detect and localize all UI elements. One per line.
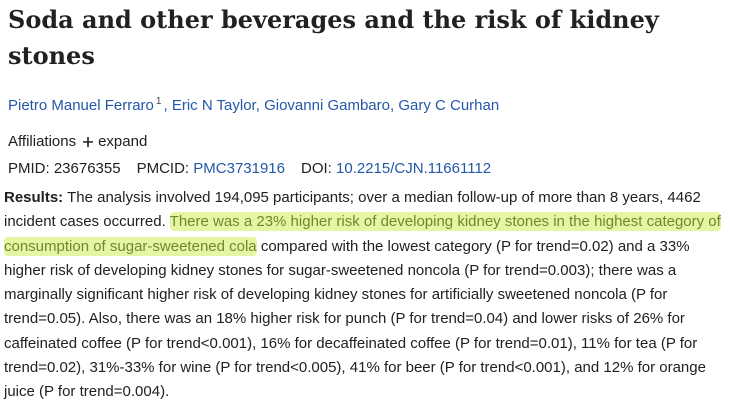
affiliations-label: Affiliations — [8, 133, 77, 150]
results-text: compared with the lowest category (P for… — [4, 237, 706, 401]
expand-label[interactable]: expand — [98, 133, 148, 150]
identifier-value: 23676355 — [53, 160, 121, 177]
author-name[interactable]: Pietro Manuel Ferraro — [8, 97, 154, 114]
author-name[interactable]: Gary C Curhan — [398, 97, 500, 114]
author-list: Pietro Manuel Ferraro 1, Eric N Taylor, G… — [8, 96, 499, 114]
author-separator: , — [389, 97, 395, 114]
affiliations: Affiliations expand — [8, 133, 147, 150]
identifier-label: PMID: — [8, 160, 50, 177]
identifier-label: PMCID: — [136, 160, 190, 177]
plus-icon — [83, 136, 94, 147]
identifiers: PMID: 23676355 PMCID: PMC3731916 DOI: 10.2… — [8, 160, 491, 177]
results-label: Results: — [4, 189, 64, 206]
identifier: PMID: 23676355 — [8, 160, 121, 177]
identifier-value[interactable]: 10.2215/CJN.11661112 — [336, 160, 492, 177]
abstract-results: Results: The analysis involved 194,095 p… — [4, 186, 724, 405]
identifier-value[interactable]: PMC3731916 — [193, 160, 285, 177]
author-separator: , — [163, 97, 168, 114]
author-name[interactable]: Eric N Taylor — [171, 97, 256, 114]
expand-button[interactable]: expand — [82, 133, 147, 150]
identifier-label: DOI: — [301, 160, 332, 177]
results-text: The analysis involved 194,095 participan… — [4, 189, 701, 231]
author-name[interactable]: Giovanni Gambaro — [264, 97, 390, 114]
identifier: DOI: 10.2215/CJN.11661112 — [301, 160, 491, 177]
article-title: Soda and other beverages and the risk of… — [8, 5, 659, 70]
affiliation-ref[interactable]: 1 — [155, 96, 162, 107]
identifier: PMCID: PMC3731916 — [137, 160, 285, 177]
author-separator: , — [255, 97, 260, 114]
